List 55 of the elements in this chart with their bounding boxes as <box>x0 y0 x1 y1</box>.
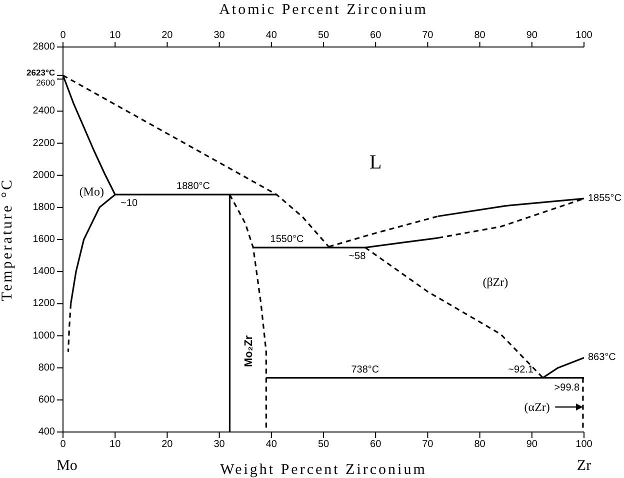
text: Zr <box>576 458 592 474</box>
y-tick-label: 1600 <box>32 234 56 245</box>
x2-tick-label: 100 <box>576 439 593 450</box>
x2-tick-label: 90 <box>526 439 538 450</box>
annotation: Mo₂Zr <box>242 334 255 368</box>
x2-tick-label: 0 <box>60 439 66 450</box>
x2-tick-label: 80 <box>474 439 486 450</box>
annotation: ~92.1 <box>508 364 534 376</box>
y-tick-label: 1200 <box>32 298 56 310</box>
annotation: (βZr) <box>482 274 508 289</box>
text: Mo <box>56 458 78 474</box>
y-tick-label: 2600 <box>36 78 56 88</box>
y-tick-label: 1000 <box>32 330 56 342</box>
y-tick-label: 2200 <box>32 138 56 149</box>
y-tick-label: 1800 <box>32 202 56 213</box>
annotation: L <box>369 152 382 174</box>
x2-tick-label: 50 <box>318 439 330 450</box>
x-tick-label: 40 <box>266 30 278 41</box>
annotation: >99.8 <box>554 382 580 394</box>
x-tick-label: 20 <box>162 30 174 41</box>
annotation: 1550°C <box>270 234 304 246</box>
annotation: ~10 <box>120 198 138 210</box>
x-tick-label: 50 <box>318 30 330 41</box>
x-tick-label: 0 <box>60 30 66 41</box>
x2-tick-label: 70 <box>422 439 434 450</box>
y-axis-title: Temperature °C <box>0 178 16 302</box>
annotation: ~58 <box>348 251 366 262</box>
x-tick-label: 10 <box>110 30 122 41</box>
y-tick-label: 800 <box>38 362 56 374</box>
annotation: 863°C <box>588 352 616 364</box>
x-tick-label: 100 <box>576 30 593 41</box>
y-tick-label: 2400 <box>32 106 56 117</box>
x-axis-title: Weight Percent Zirconium <box>220 462 427 478</box>
x-tick-label: 80 <box>474 30 486 41</box>
x-tick-label: 90 <box>526 30 538 41</box>
y-tick-label: 1400 <box>32 266 56 278</box>
x2-tick-label: 30 <box>214 439 226 450</box>
x-tick-label: 30 <box>214 30 226 41</box>
x2-axis-title: Atomic Percent Zirconium <box>219 2 428 18</box>
x2-tick-label: 60 <box>370 439 382 450</box>
annotation: (Mo) <box>79 184 104 198</box>
x2-tick-label: 40 <box>266 439 278 450</box>
annotation: (αZr) <box>524 400 550 414</box>
annotation: 738°C <box>351 364 380 376</box>
y-tick-label: 2623°C <box>26 67 55 78</box>
x2-tick-label: 10 <box>110 439 122 450</box>
x-tick-label: 60 <box>370 30 382 41</box>
y-tick-label: 400 <box>38 426 56 438</box>
y-tick-label: 600 <box>38 394 56 406</box>
x2-tick-label: 20 <box>162 439 174 450</box>
annotation: 1880°C <box>176 181 210 192</box>
x-tick-label: 70 <box>422 30 434 41</box>
annotation: 1855°C <box>588 193 622 204</box>
y-tick-label: 2000 <box>32 170 56 181</box>
y-tick-label: 2800 <box>32 42 56 52</box>
